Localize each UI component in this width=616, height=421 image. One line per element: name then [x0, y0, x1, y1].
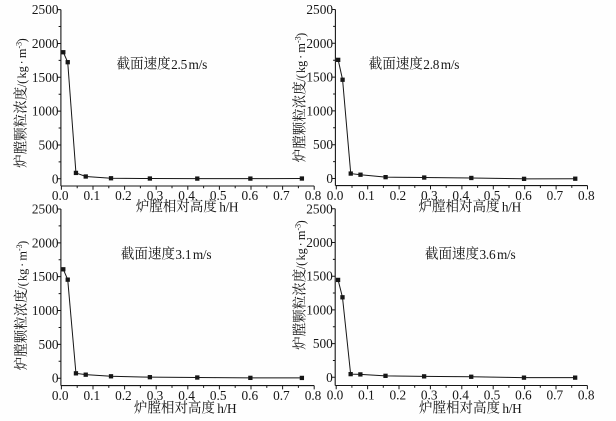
svg-text:0: 0 [326, 370, 333, 385]
svg-text:0: 0 [52, 371, 59, 386]
svg-text:0.8: 0.8 [578, 388, 595, 403]
svg-text:1500: 1500 [306, 70, 333, 85]
svg-text:0.4: 0.4 [178, 388, 195, 403]
svg-text:2500: 2500 [32, 2, 59, 17]
svg-text:/(kg·m-3): /(kg·m-3) [293, 220, 307, 269]
svg-text:0.8: 0.8 [305, 188, 322, 203]
svg-text:0.2: 0.2 [115, 188, 132, 203]
svg-text:0.5: 0.5 [210, 388, 227, 403]
svg-text:0.7: 0.7 [546, 388, 563, 403]
svg-text:h/H: h/H [219, 200, 239, 215]
svg-text:0.1: 0.1 [358, 188, 375, 203]
svg-text:0.5: 0.5 [210, 188, 227, 203]
svg-text:0.3: 0.3 [421, 388, 438, 403]
svg-text:0.3: 0.3 [421, 188, 438, 203]
svg-text:2000: 2000 [306, 36, 333, 51]
svg-text:0.1: 0.1 [358, 388, 375, 403]
svg-text:0.0: 0.0 [52, 388, 69, 403]
svg-text:0.0: 0.0 [52, 188, 69, 203]
svg-text:3.1 m/s: 3.1 m/s [175, 247, 211, 262]
svg-text:1500: 1500 [32, 70, 59, 85]
svg-text:2500: 2500 [306, 201, 333, 216]
svg-text:0.1: 0.1 [83, 388, 100, 403]
svg-text:0.7: 0.7 [273, 388, 290, 403]
svg-text:1000: 1000 [306, 103, 333, 118]
svg-text:1000: 1000 [306, 302, 333, 317]
svg-text:0.5: 0.5 [484, 388, 501, 403]
svg-text:0.7: 0.7 [547, 188, 564, 203]
svg-text:2000: 2000 [32, 235, 59, 250]
svg-text:2500: 2500 [32, 202, 59, 217]
svg-text:2000: 2000 [32, 36, 59, 51]
svg-text:h/H: h/H [217, 401, 237, 416]
svg-text:/(kg·m-3): /(kg·m-3) [293, 33, 307, 82]
svg-text:1500: 1500 [32, 269, 59, 284]
svg-text:0.3: 0.3 [147, 388, 164, 403]
svg-text:0.1: 0.1 [83, 188, 100, 203]
svg-text:1000: 1000 [32, 104, 59, 119]
svg-text:0.0: 0.0 [327, 388, 344, 403]
svg-text:2.8 m/s: 2.8 m/s [423, 57, 459, 72]
svg-text:0.6: 0.6 [241, 188, 258, 203]
svg-text:0: 0 [52, 171, 59, 186]
svg-text:/(kg·m-3): /(kg·m-3) [15, 241, 29, 290]
svg-text:0.8: 0.8 [578, 188, 595, 203]
svg-text:0.3: 0.3 [147, 188, 164, 203]
svg-text:0.2: 0.2 [115, 388, 132, 403]
svg-text:0.6: 0.6 [515, 388, 532, 403]
svg-text:1500: 1500 [306, 269, 333, 284]
svg-text:0.4: 0.4 [452, 188, 469, 203]
svg-text:1000: 1000 [32, 303, 59, 318]
svg-text:0.5: 0.5 [484, 188, 501, 203]
svg-text:/(kg·m-3): /(kg·m-3) [15, 38, 29, 87]
svg-text:0.2: 0.2 [389, 388, 406, 403]
svg-text:0.6: 0.6 [241, 388, 258, 403]
svg-text:500: 500 [313, 336, 333, 351]
svg-text:0.0: 0.0 [327, 188, 344, 203]
svg-text:0.7: 0.7 [273, 188, 290, 203]
svg-text:500: 500 [39, 137, 59, 152]
svg-text:3.6 m/s: 3.6 m/s [480, 247, 516, 262]
svg-text:500: 500 [39, 337, 59, 352]
svg-text:2500: 2500 [306, 2, 333, 17]
svg-text:0.8: 0.8 [305, 388, 322, 403]
svg-text:500: 500 [313, 137, 333, 152]
svg-text:2.5 m/s: 2.5 m/s [171, 57, 207, 72]
svg-text:0: 0 [326, 171, 333, 186]
svg-text:h/H: h/H [502, 401, 522, 416]
svg-text:h/H: h/H [502, 200, 522, 215]
svg-text:2000: 2000 [306, 235, 333, 250]
svg-text:0.6: 0.6 [515, 188, 532, 203]
svg-text:0.4: 0.4 [178, 188, 195, 203]
svg-text:0.2: 0.2 [390, 188, 407, 203]
svg-text:0.4: 0.4 [452, 388, 469, 403]
